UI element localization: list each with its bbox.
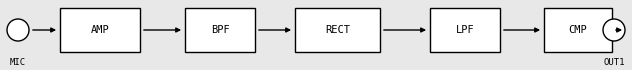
- Circle shape: [7, 19, 29, 41]
- Text: LPF: LPF: [456, 25, 475, 35]
- Text: AMP: AMP: [90, 25, 109, 35]
- Text: OUT1: OUT1: [604, 58, 625, 67]
- Text: CMP: CMP: [569, 25, 587, 35]
- Text: RECT: RECT: [325, 25, 350, 35]
- Bar: [544, 8, 612, 52]
- Bar: [295, 8, 380, 52]
- Text: BPF: BPF: [210, 25, 229, 35]
- Text: MIC: MIC: [10, 58, 26, 67]
- Bar: [430, 8, 500, 52]
- Circle shape: [603, 19, 625, 41]
- Bar: [185, 8, 255, 52]
- Bar: [60, 8, 140, 52]
